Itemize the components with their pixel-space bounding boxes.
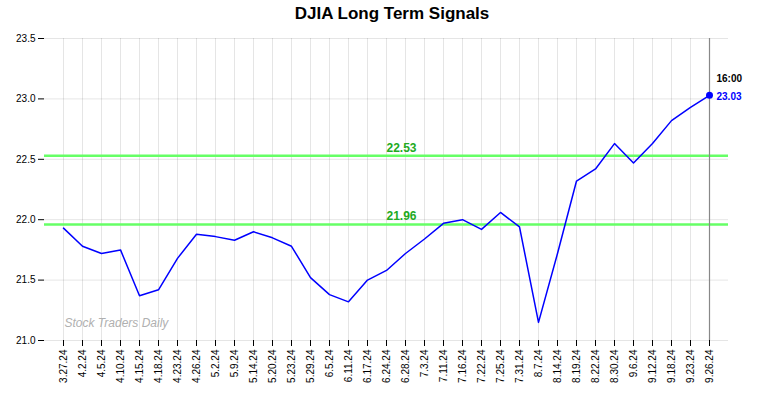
svg-text:4.18.24: 4.18.24 bbox=[153, 349, 164, 383]
svg-text:9.18.24: 9.18.24 bbox=[666, 349, 677, 383]
svg-text:Stock Traders Daily: Stock Traders Daily bbox=[65, 316, 170, 330]
svg-text:23.5: 23.5 bbox=[16, 33, 36, 44]
svg-text:9.26.24: 9.26.24 bbox=[704, 349, 715, 383]
svg-text:16:00: 16:00 bbox=[717, 73, 743, 84]
svg-text:21.5: 21.5 bbox=[16, 274, 36, 285]
svg-text:7.11.24: 7.11.24 bbox=[438, 349, 449, 382]
svg-text:4.15.24: 4.15.24 bbox=[134, 349, 145, 383]
svg-text:5.14.24: 5.14.24 bbox=[248, 349, 259, 383]
svg-text:4.5.24: 4.5.24 bbox=[96, 349, 107, 377]
svg-text:4.2.24: 4.2.24 bbox=[77, 349, 88, 377]
svg-text:23.0: 23.0 bbox=[16, 93, 36, 104]
svg-text:9.23.24: 9.23.24 bbox=[685, 349, 696, 383]
svg-text:6.28.24: 6.28.24 bbox=[400, 349, 411, 383]
svg-text:5.23.24: 5.23.24 bbox=[286, 349, 297, 383]
svg-text:8.22.24: 8.22.24 bbox=[590, 349, 601, 383]
svg-text:7.22.24: 7.22.24 bbox=[476, 349, 487, 383]
svg-text:21.96: 21.96 bbox=[387, 209, 417, 223]
svg-text:4.23.24: 4.23.24 bbox=[172, 349, 183, 383]
svg-text:9.12.24: 9.12.24 bbox=[647, 349, 658, 383]
svg-text:8.19.24: 8.19.24 bbox=[571, 349, 582, 383]
html-text:DJIA Long Term Signals: DJIA Long Term Signals bbox=[294, 4, 490, 23]
svg-text:6.5.24: 6.5.24 bbox=[324, 349, 335, 377]
svg-text:3.27.24: 3.27.24 bbox=[58, 349, 69, 383]
svg-text:8.30.24: 8.30.24 bbox=[609, 349, 620, 383]
svg-text:4.10.24: 4.10.24 bbox=[115, 349, 126, 383]
svg-text:9.6.24: 9.6.24 bbox=[628, 349, 639, 377]
svg-text:22.0: 22.0 bbox=[16, 214, 36, 225]
svg-text:7.31.24: 7.31.24 bbox=[514, 349, 525, 383]
svg-text:7.16.24: 7.16.24 bbox=[457, 349, 468, 383]
svg-text:6.24.24: 6.24.24 bbox=[381, 349, 392, 383]
svg-text:21.0: 21.0 bbox=[16, 335, 36, 346]
svg-text:23.03: 23.03 bbox=[717, 91, 742, 102]
svg-text:22.53: 22.53 bbox=[387, 141, 417, 155]
svg-text:6.17.24: 6.17.24 bbox=[362, 349, 373, 383]
svg-text:5.2.24: 5.2.24 bbox=[210, 349, 221, 377]
svg-text:22.5: 22.5 bbox=[16, 154, 36, 165]
svg-text:8.7.24: 8.7.24 bbox=[533, 349, 544, 377]
svg-text:6.11.24: 6.11.24 bbox=[343, 349, 354, 382]
svg-text:7.3.24: 7.3.24 bbox=[419, 349, 430, 377]
svg-text:8.14.24: 8.14.24 bbox=[552, 349, 563, 383]
svg-text:4.26.24: 4.26.24 bbox=[191, 349, 202, 383]
svg-text:5.29.24: 5.29.24 bbox=[305, 349, 316, 383]
svg-text:5.20.24: 5.20.24 bbox=[267, 349, 278, 383]
svg-text:5.9.24: 5.9.24 bbox=[229, 349, 240, 377]
svg-text:7.25.24: 7.25.24 bbox=[495, 349, 506, 383]
